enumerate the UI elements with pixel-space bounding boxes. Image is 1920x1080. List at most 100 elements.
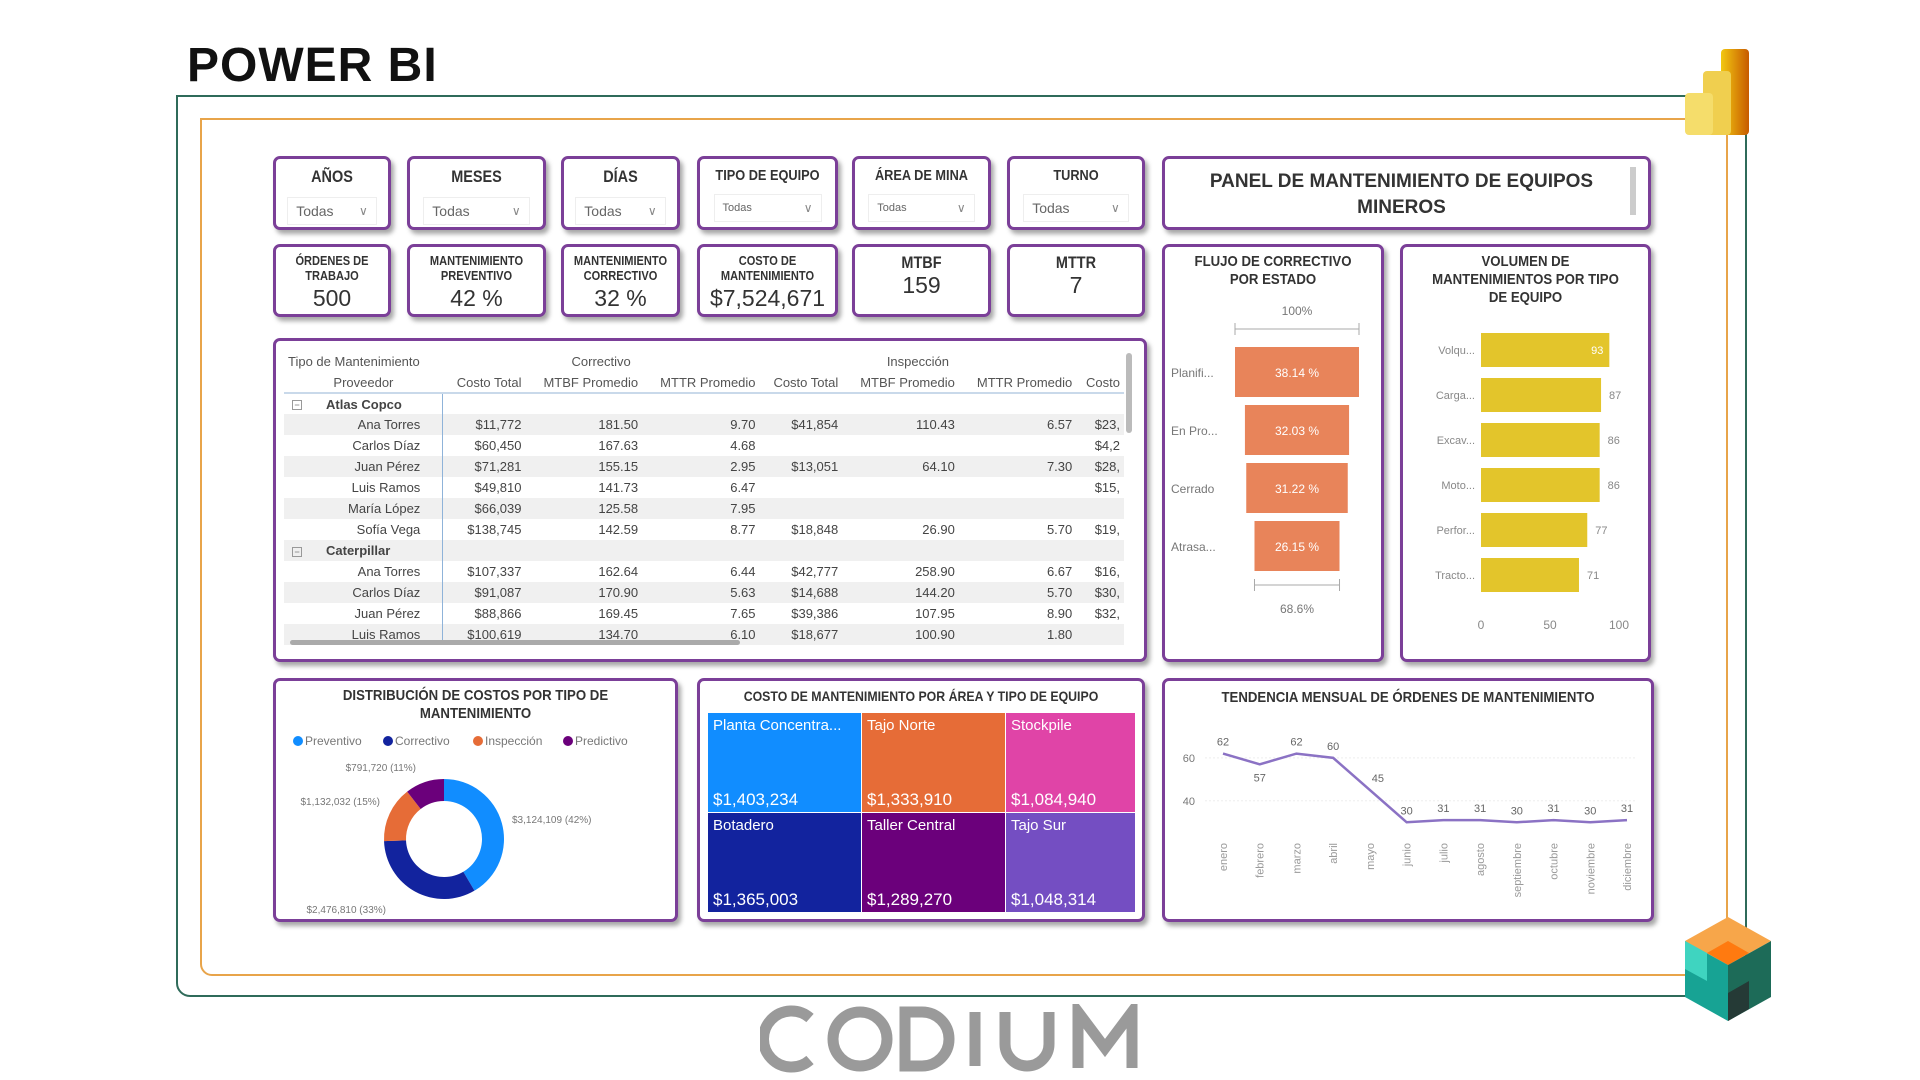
kpi-label: MTBF [901,253,942,272]
matrix-panel: Tipo de Mantenimiento Correctivo Inspecció… [273,338,1147,662]
inner-frame [200,118,1728,976]
table-row: Luis Ramos $49,810 141.73 6.47 $15, [284,477,1124,498]
cell [958,540,1077,561]
tile-name: Botadero [713,817,774,834]
x-tick-label: 50 [1543,618,1557,632]
chart-title: VOLUMEN DE MANTENIMIENTOS POR TIPO DE EQ… [1432,253,1619,306]
cell [842,477,959,498]
cell: $41,854 [759,414,843,435]
data-label: 62 [1217,737,1229,749]
kpi-label: ÓRDENES DE TRABAJO [295,253,369,283]
treemap-tile[interactable]: Botadero $1,365,003 [708,813,861,912]
slicer-dropdown[interactable]: Todas ∨ [575,197,666,225]
vertical-scrollbar[interactable] [1126,353,1132,433]
treemap-tile[interactable]: Stockpile $1,084,940 [1006,713,1135,812]
kpi-value: 42 % [450,285,503,311]
cell: 169.45 [598,606,639,621]
x-tick-label: febrero [1255,843,1267,878]
cell: 100.90 [842,624,959,645]
column-header[interactable]: MTBF Promedio [543,374,639,390]
line-panel: TENDENCIA MENSUAL DE ÓRDENES DE MANTENIM… [1162,678,1654,922]
funnel-bar [1246,463,1348,513]
cell [959,393,1076,414]
cell: 141.73 [598,480,639,495]
bar-category-label: Moto... [1441,480,1475,492]
cell: 6.57 [958,414,1077,435]
scrollbar[interactable] [1630,167,1636,215]
bar-data-label: 71 [1587,570,1599,582]
cell [760,477,843,498]
cell: $91,087 [442,582,526,603]
donut-slice [444,779,505,891]
cell [642,540,760,561]
slicer-value: Todas [432,203,470,219]
column-header[interactable]: Costo Total [773,374,839,390]
row-label: Sofía Vega [356,522,421,537]
kpi-label: MTTR [1055,253,1097,272]
group-header: Inspección [886,354,949,369]
cell: 6.10 [642,624,760,645]
bar [1481,333,1610,367]
cell: $107,337 [467,564,522,579]
cell [959,477,1076,498]
legend-item: Inspección [485,734,542,748]
cell [443,393,526,414]
treemap-tile[interactable]: Tajo Norte $1,333,910 [862,713,1005,812]
kpi-card-2: MANTENIMIENTO CORRECTIVO 32 % [561,244,680,317]
slicer-5: TURNO Todas ∨ [1007,156,1145,230]
column-header[interactable]: MTTR Promedio [976,374,1073,390]
row-label: Luis Ramos [351,627,421,642]
column-header[interactable]: MTBF Promedio [860,374,955,390]
horizontal-scrollbar[interactable] [290,640,740,645]
tile-name: Tajo Norte [867,717,936,734]
column-header[interactable]: MTTR Promedio [660,374,756,390]
slicer-dropdown[interactable]: Todas ∨ [868,194,975,222]
funnel-data-label: 32.03 % [1275,424,1319,438]
data-label: 31 [1547,803,1559,815]
outer-frame [176,95,1747,997]
treemap-tile[interactable]: Planta Concentra... $1,403,234 [708,713,861,812]
cell: 64.10 [842,456,959,477]
x-tick-label: junio [1402,843,1414,867]
data-label: 30 [1511,805,1523,817]
x-tick-label: julio [1438,843,1450,864]
slicer-dropdown[interactable]: Todas ∨ [423,197,530,225]
cell [1076,540,1124,561]
cell: 8.90 [1046,606,1073,621]
chevron-down-icon: ∨ [1111,201,1120,215]
slicer-label: ÁREA DE MINA [874,167,969,184]
dashboard-title-panel: PANEL DE MANTENIMIENTO DE EQUIPOS MINERO… [1162,156,1651,230]
funnel-category-label: Atrasa... [1171,540,1216,554]
column-header[interactable]: Costo [1086,374,1120,390]
treemap-tile[interactable]: Tajo Sur $1,048,314 [1006,813,1135,912]
collapse-icon[interactable]: − [292,546,302,557]
kpi-label: COSTO DE MANTENIMIENTO [720,253,815,283]
kpi-card-0: ÓRDENES DE TRABAJO 500 [273,244,391,317]
cell: $23, [1076,414,1124,435]
funnel-category-label: Planifi... [1171,366,1214,380]
cell [642,393,759,414]
kpi-card-3: COSTO DE MANTENIMIENTO $7,524,671 [697,244,838,317]
cell: $14,688 [759,582,843,603]
donut-data-label: $2,476,810 (33%) [306,905,386,916]
chart-title: TENDENCIA MENSUAL DE ÓRDENES DE MANTENIM… [1221,689,1595,706]
data-label: 45 [1372,773,1384,785]
tile-name: Planta Concentra... [713,717,842,734]
row-label: Luis Ramos [351,480,421,495]
slicer-dropdown[interactable]: Todas ∨ [713,194,822,222]
slicer-label: MESES [451,167,502,186]
slicer-label: TURNO [1053,167,1099,184]
funnel-panel: FLUJO DE CORRECTIVO POR ESTADO 100% 38.14… [1162,244,1384,662]
collapse-icon[interactable]: − [292,400,302,411]
funnel-bar [1254,521,1340,571]
bar-category-label: Excav... [1437,435,1475,447]
donut-data-label: $3,124,109 (42%) [512,815,592,826]
table-row: Juan Pérez $71,281 155.15 2.95 $13,051 64.10 7… [284,456,1124,477]
cell: 258.90 [915,564,955,579]
treemap-tile[interactable]: Taller Central $1,289,270 [862,813,1005,912]
kpi-value: 32 % [594,285,647,311]
kpi-label: MANTENIMIENTO PREVENTIVO [429,253,524,283]
slicer-dropdown[interactable]: Todas ∨ [1023,194,1129,222]
column-header[interactable]: Costo Total [456,374,522,390]
slicer-dropdown[interactable]: Todas ∨ [287,197,377,225]
